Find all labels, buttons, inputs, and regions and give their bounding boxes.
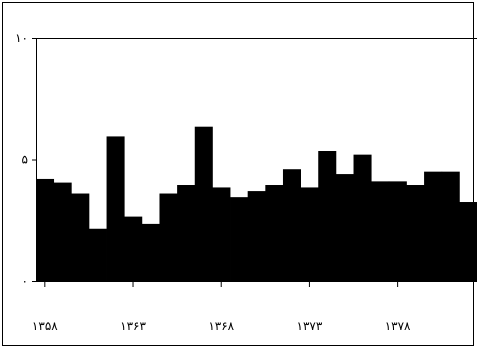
tick-labels-group: ۰ ۵ ۱۰ ۱۳۵۸ ۱۳۶۳ ۱۳۶۸ ۱۳۷۳ ۱۳۷۸: [15, 31, 411, 333]
bar-1379: [406, 185, 425, 281]
axes-group: [32, 38, 477, 287]
bar-1359: [53, 182, 72, 281]
y-tick-label-5: ۵: [22, 153, 28, 167]
bar-1370: [247, 191, 266, 281]
bars-group: [36, 126, 477, 281]
bar-1364: [141, 223, 160, 281]
bar-1360: [71, 193, 90, 281]
bar-1366: [177, 185, 196, 281]
y-tick-label-10: ۱۰: [15, 31, 28, 45]
bar-1380: [424, 171, 443, 281]
bar-1362: [106, 136, 125, 281]
bar-1373: [300, 187, 319, 281]
bar-1375: [335, 174, 354, 281]
x-tick-label-1373: ۱۳۷۳: [297, 319, 323, 333]
bar-1371: [265, 185, 284, 281]
bar-1378: [388, 181, 407, 281]
bar-1377: [371, 181, 390, 281]
x-tick-label-1358: ۱۳۵۸: [32, 319, 58, 333]
bar-1363: [124, 216, 143, 281]
bar-1369: [230, 197, 249, 281]
x-tick-label-1368: ۱۳۶۸: [208, 319, 234, 333]
bar-1358: [36, 178, 55, 281]
bar-1372: [282, 169, 301, 281]
y-tick-label-0: ۰: [22, 274, 28, 288]
x-tick-label-1378: ۱۳۷۸: [385, 319, 411, 333]
bar-1381: [441, 171, 460, 281]
bar-1374: [318, 151, 337, 281]
bar-1361: [88, 228, 107, 281]
bar-1376: [353, 154, 372, 281]
bar-1382: [459, 202, 477, 281]
x-tick-label-1363: ۱۳۶۳: [120, 319, 146, 333]
bar-1368: [212, 187, 231, 281]
bar-1367: [194, 126, 213, 281]
bar-1365: [159, 193, 178, 281]
chart-frame: [2, 2, 474, 346]
